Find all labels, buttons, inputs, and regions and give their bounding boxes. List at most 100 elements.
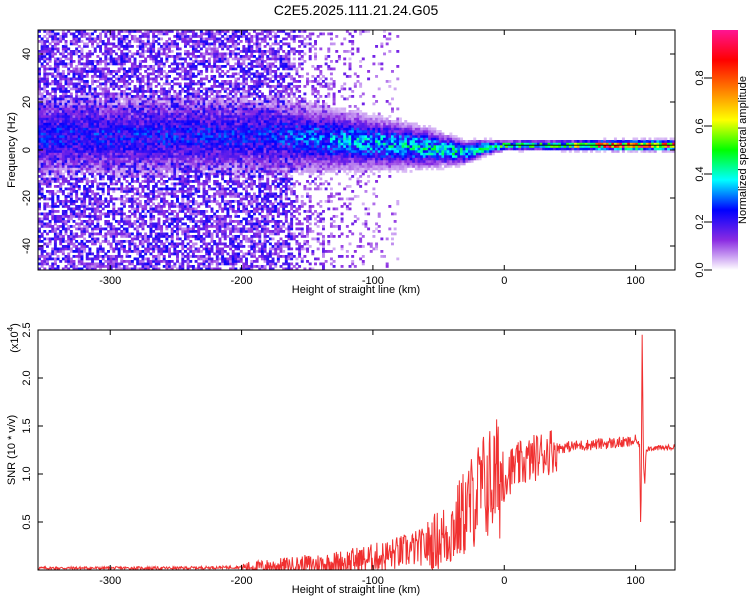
spectrogram-cell: [125, 145, 129, 148]
spectrogram-cell: [38, 167, 41, 171]
spectrogram-cell: [197, 180, 201, 183]
spectrogram-cell: [146, 147, 150, 151]
spectrogram-cell: [51, 45, 55, 48]
spectrogram-cell: [181, 37, 185, 41]
spectrogram-cell: [104, 97, 108, 101]
spectrogram-cell: [136, 122, 140, 126]
spectrogram-cell: [114, 117, 118, 121]
spectrogram-cell: [45, 32, 49, 36]
spectrogram-cell: [77, 165, 81, 168]
spectrogram-cell: [191, 120, 195, 123]
spectrogram-cell: [61, 217, 65, 221]
spectrogram-cell: [107, 100, 110, 103]
spectrogram-cell: [64, 95, 68, 98]
spectrogram-cell: [210, 37, 214, 41]
spectrogram-cell: [144, 145, 148, 148]
spectrogram-cell: [213, 252, 217, 256]
spectrogram-cell: [165, 202, 169, 206]
spectrogram-cell: [207, 52, 211, 56]
spectrogram-cell: [197, 55, 201, 58]
spectrogram-cell: [178, 52, 182, 56]
spectrogram-cell: [45, 67, 49, 71]
spectrogram-cell: [149, 230, 153, 233]
spectrogram-cell: [38, 237, 41, 241]
spectrogram-cell: [141, 170, 145, 173]
spectrogram-cell: [207, 205, 211, 208]
spectrogram-cell: [83, 132, 87, 136]
spectrogram-cell: [93, 130, 97, 133]
spectrogram-cell: [120, 35, 124, 38]
spectrogram-cell: [56, 132, 60, 136]
spectrogram-cell: [152, 267, 156, 270]
spectrogram-cell: [91, 192, 95, 196]
spectrogram-cell: [67, 82, 71, 86]
spectrogram-cell: [40, 250, 44, 253]
spectrogram-cell: [45, 52, 49, 56]
spectrogram-cell: [146, 202, 150, 206]
spectrogram-cell: [157, 42, 161, 46]
spectrogram-cell: [173, 60, 177, 63]
spectrogram-cell: [40, 112, 44, 116]
spectrogram-cell: [205, 67, 209, 71]
spectrogram-cell: [99, 167, 102, 171]
spectrogram-cell: [165, 40, 169, 43]
spectrogram-cell: [69, 240, 73, 243]
spectrogram-cell: [69, 110, 73, 113]
spectrogram-cell: [59, 242, 63, 246]
spectrogram-cell: [133, 207, 137, 211]
spectrogram-cell: [157, 245, 161, 248]
spectrogram-cell: [91, 110, 95, 113]
spectrogram-cell: [136, 230, 140, 233]
spectrogram-cell: [194, 237, 198, 241]
spectrogram-cell: [170, 55, 174, 58]
spectrogram-cell: [207, 65, 211, 68]
spectrogram-cell: [88, 217, 92, 221]
spectrogram-cell: [75, 145, 79, 148]
spectrogram-cell: [157, 37, 161, 41]
spectrogram-cell: [146, 115, 150, 118]
spectrogram-cell: [186, 92, 190, 96]
spectrogram-cell: [75, 110, 79, 113]
spectrogram-cell: [56, 200, 60, 203]
spectrogram-cell: [133, 155, 137, 158]
spectrogram-cell: [56, 147, 60, 151]
spectrogram-cell: [67, 142, 71, 146]
spectrogram-cell: [207, 30, 211, 33]
spectrogram-cell: [114, 220, 118, 223]
spectrogram-cell: [85, 112, 89, 116]
spectrogram-cell: [64, 130, 68, 133]
spectrogram-cell: [202, 145, 206, 148]
spectrogram-cell: [101, 190, 105, 193]
spectrogram-cell: [69, 235, 73, 238]
spectrogram-cell: [189, 75, 193, 78]
spectrogram-cell: [149, 55, 153, 58]
spectrogram-cell: [104, 115, 108, 118]
spectrogram-cell: [186, 217, 190, 221]
spectrogram-cell: [122, 35, 126, 38]
spectrogram-cell: [109, 140, 113, 143]
spectrogram-cell: [125, 150, 129, 153]
spectrogram-cell: [202, 257, 206, 261]
spectrogram-cell: [109, 137, 113, 141]
spectrogram-cell: [38, 152, 41, 156]
spectrogram-cell: [75, 122, 79, 126]
spectrogram-cell: [67, 220, 71, 223]
spectrogram-cell: [215, 155, 219, 158]
spectrogram-cell: [133, 200, 137, 203]
spectrogram-cell: [91, 65, 95, 68]
spectrogram-cell: [170, 235, 174, 238]
spectrogram-cell: [53, 62, 57, 66]
spectrogram-cell: [136, 70, 140, 73]
spectrogram-cell: [43, 82, 47, 86]
spectrogram-cell: [96, 107, 100, 111]
spectrogram-cell: [112, 190, 116, 193]
spectrogram-cell: [162, 112, 166, 116]
spectrogram-cell: [210, 162, 214, 166]
spectrogram-cell: [183, 37, 187, 41]
spectrogram-cell: [48, 252, 52, 256]
spectrogram-cell: [186, 205, 190, 208]
spectrogram-cell: [112, 140, 116, 143]
spectrogram-cell: [122, 122, 126, 126]
spectrogram-cell: [157, 120, 161, 123]
spectrogram-cell: [107, 37, 110, 41]
